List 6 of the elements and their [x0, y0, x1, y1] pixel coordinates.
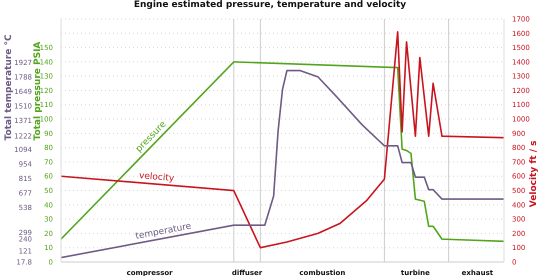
- y3-axis-title: Total temperature °C: [4, 34, 14, 140]
- y2-axis-title: Velocity ft / s: [529, 140, 540, 208]
- chart-title: Engine estimated pressure, temperature and velocity: [132, 0, 408, 10]
- text: temperature: [134, 222, 193, 242]
- series-label: velocity: [138, 171, 176, 184]
- line-series: [61, 31, 504, 249]
